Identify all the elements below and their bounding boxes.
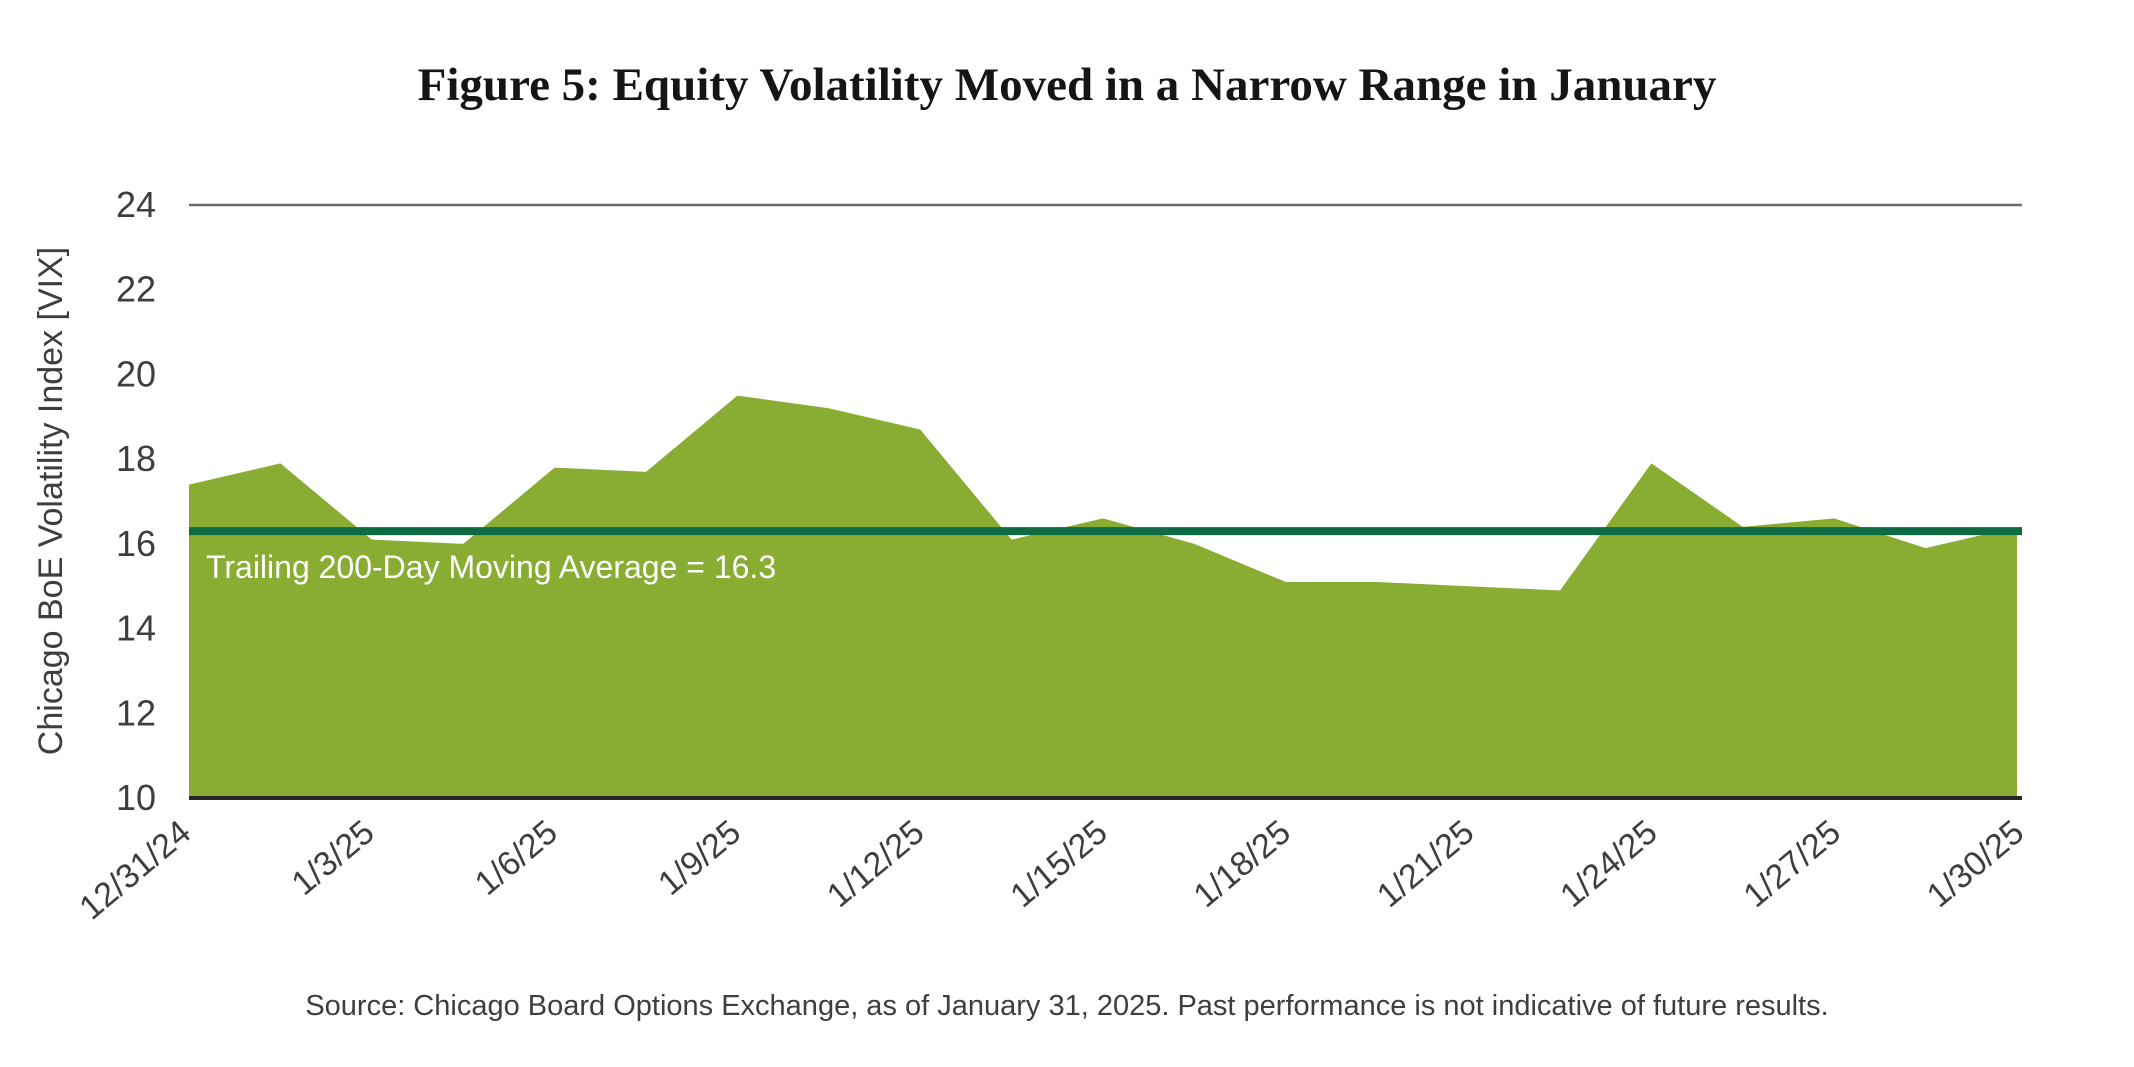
vix-area-series bbox=[189, 395, 2017, 798]
y-tick-label: 22 bbox=[116, 269, 156, 310]
x-tick-label: 1/6/25 bbox=[468, 813, 565, 903]
x-tick-label: 1/15/25 bbox=[1003, 813, 1114, 915]
x-tick-label: 1/27/25 bbox=[1737, 813, 1848, 915]
x-tick-labels: 12/31/24 1/3/25 1/6/25 1/9/25 1/12/25 1/15/25… bbox=[72, 813, 2031, 927]
x-tick-label: 1/30/25 bbox=[1920, 813, 2031, 915]
x-tick-label: 1/3/25 bbox=[285, 813, 382, 903]
x-tick-label: 12/31/24 bbox=[72, 813, 198, 927]
x-tick-label: 1/9/25 bbox=[651, 813, 748, 903]
x-tick-label: 1/21/25 bbox=[1370, 813, 1481, 915]
y-tick-labels: 24 22 20 18 16 14 12 10 bbox=[116, 184, 156, 818]
y-tick-label: 10 bbox=[116, 777, 156, 818]
x-tick-label: 1/12/25 bbox=[820, 813, 931, 915]
page-title: Figure 5: Equity Volatility Moved in a N… bbox=[417, 59, 1717, 111]
y-tick-label: 12 bbox=[116, 692, 156, 733]
x-tick-label: 1/24/25 bbox=[1553, 813, 1664, 915]
y-tick-label: 14 bbox=[116, 608, 156, 649]
moving-average-annotation: Trailing 200-Day Moving Average = 16.3 bbox=[206, 549, 776, 585]
y-tick-label: 20 bbox=[116, 353, 156, 394]
x-tick-label: 1/18/25 bbox=[1187, 813, 1298, 915]
source-note: Source: Chicago Board Options Exchange, … bbox=[305, 990, 1829, 1022]
y-axis-title: Chicago BoE Volatility Index [VIX] bbox=[32, 247, 70, 755]
y-tick-label: 24 bbox=[116, 184, 156, 225]
y-tick-label: 18 bbox=[116, 438, 156, 479]
y-tick-label: 16 bbox=[116, 523, 156, 564]
